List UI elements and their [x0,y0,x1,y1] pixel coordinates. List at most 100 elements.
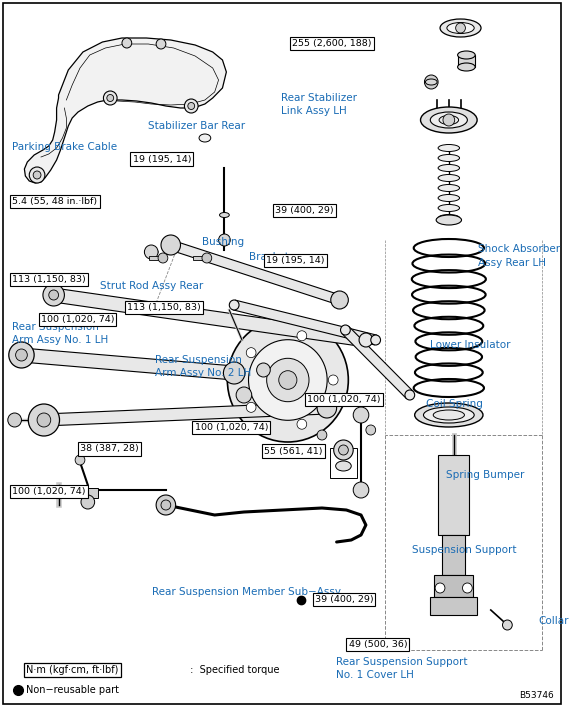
Circle shape [49,290,58,300]
Text: 100 (1,020, 74): 100 (1,020, 74) [40,315,114,324]
Ellipse shape [447,23,474,33]
Circle shape [359,333,373,347]
Circle shape [405,390,414,400]
Text: Coil Spring: Coil Spring [426,399,483,409]
Ellipse shape [199,134,211,142]
Text: Suspension Support: Suspension Support [412,545,516,555]
Text: 100 (1,020, 74): 100 (1,020, 74) [12,487,86,496]
Circle shape [9,342,34,368]
Ellipse shape [439,115,458,124]
Text: Rear Suspension Member Sub−Assy: Rear Suspension Member Sub−Assy [152,588,341,597]
Circle shape [339,445,349,455]
Text: 19 (195, 14): 19 (195, 14) [266,256,325,264]
Circle shape [144,245,158,259]
Circle shape [103,91,117,105]
Ellipse shape [436,215,461,225]
Circle shape [328,375,338,385]
Ellipse shape [421,107,477,133]
Text: Rear Suspension
Arm Assy No. 1 LH: Rear Suspension Arm Assy No. 1 LH [12,322,109,345]
Text: Stabilizer Bar Rear: Stabilizer Bar Rear [148,121,245,131]
Circle shape [297,331,307,341]
Bar [68,488,98,498]
Text: Non−reusable part: Non−reusable part [27,685,119,695]
Text: 255 (2,600, 188): 255 (2,600, 188) [292,40,372,48]
Circle shape [435,583,445,593]
Ellipse shape [425,79,437,85]
Circle shape [16,349,27,361]
Circle shape [184,99,198,113]
Ellipse shape [438,165,460,172]
Circle shape [257,363,271,377]
Ellipse shape [458,63,475,71]
Text: 113 (1,150, 83): 113 (1,150, 83) [12,275,86,284]
Circle shape [37,413,51,427]
Circle shape [317,398,336,418]
Ellipse shape [438,155,460,161]
Bar [330,448,357,478]
Text: Parking Brake Cable: Parking Brake Cable [12,142,117,152]
FancyBboxPatch shape [3,3,561,704]
Circle shape [122,38,132,48]
Text: Rear Stabilizer
Link Assy LH: Rear Stabilizer Link Assy LH [281,93,357,116]
Ellipse shape [434,410,465,420]
Text: Shock Absorber
Assy Rear LH: Shock Absorber Assy Rear LH [478,245,560,267]
Text: Strut Rod Assy Rear: Strut Rod Assy Rear [101,281,203,291]
Circle shape [156,495,176,515]
Text: 5.4 (55, 48 in.·lbf): 5.4 (55, 48 in.·lbf) [12,197,98,206]
Circle shape [335,295,344,305]
Circle shape [81,495,95,509]
Text: Rear Suspension Support
No. 1 Cover LH: Rear Suspension Support No. 1 Cover LH [336,657,467,679]
Circle shape [158,253,168,263]
Circle shape [14,348,28,362]
Circle shape [266,358,309,402]
Text: 113 (1,150, 83): 113 (1,150, 83) [127,303,201,312]
Polygon shape [342,327,413,399]
Circle shape [75,455,85,465]
Circle shape [188,103,195,110]
Ellipse shape [438,185,460,192]
Circle shape [455,23,465,33]
Polygon shape [53,288,367,347]
Circle shape [33,171,41,179]
Text: N·m (kgf·cm, ft·lbf): N·m (kgf·cm, ft·lbf) [27,665,118,675]
Polygon shape [21,348,235,380]
Ellipse shape [438,214,460,221]
Text: 49 (500, 36): 49 (500, 36) [349,641,407,649]
Polygon shape [169,240,341,305]
Text: Bracket: Bracket [249,252,289,262]
Circle shape [340,325,350,335]
Circle shape [38,414,50,426]
Bar [438,455,469,535]
Circle shape [443,114,455,126]
Circle shape [107,95,114,102]
Circle shape [43,284,64,306]
Circle shape [236,387,252,403]
Circle shape [462,583,472,593]
Text: 55 (561, 41): 55 (561, 41) [264,447,323,455]
Circle shape [246,348,256,358]
Circle shape [424,75,438,89]
Polygon shape [44,402,327,426]
Circle shape [227,366,241,380]
Ellipse shape [438,175,460,182]
Bar [442,535,465,575]
Text: Spring Bumper: Spring Bumper [446,470,524,480]
Text: 100 (1,020, 74): 100 (1,020, 74) [195,423,268,432]
Text: :  Specified torque: : Specified torque [187,665,280,675]
Text: 100 (1,020, 74): 100 (1,020, 74) [307,395,381,404]
Ellipse shape [438,144,460,151]
Ellipse shape [414,403,483,427]
Text: 19 (195, 14): 19 (195, 14) [132,155,191,163]
Ellipse shape [440,19,481,37]
Circle shape [8,413,21,427]
Circle shape [218,234,230,246]
Circle shape [227,318,349,442]
Circle shape [161,235,180,255]
Text: 38 (387, 28): 38 (387, 28) [80,445,139,453]
Text: 39 (400, 29): 39 (400, 29) [314,595,373,604]
Ellipse shape [438,204,460,211]
Ellipse shape [438,194,460,201]
Bar [430,597,477,615]
Circle shape [502,620,512,630]
Ellipse shape [224,368,245,378]
